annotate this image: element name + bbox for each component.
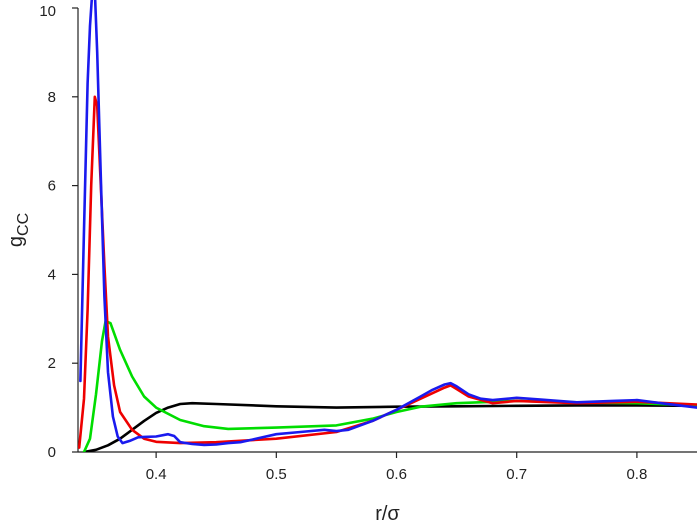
y-tick-label: 8 [48, 89, 56, 106]
x-tick-label: 0.8 [626, 466, 647, 483]
x-tick-label: 0.4 [146, 466, 167, 483]
x-tick-label: 0.5 [266, 466, 287, 483]
y-axis-title-sub: CC [15, 213, 32, 236]
y-tick-label: 4 [48, 266, 56, 283]
series-group [78, 0, 697, 452]
series-line-3 [78, 95, 697, 449]
x-axis-title: r/σ [375, 503, 400, 525]
y-tick-label: 0 [48, 444, 56, 461]
series-line-2 [82, 319, 697, 452]
axes [77, 8, 697, 453]
y-tick-label: 2 [48, 355, 56, 372]
x-tick-label: 0.6 [386, 466, 407, 483]
y-tick-label: 10 [39, 3, 56, 20]
ticks: 0.4 0.5 0.6 0.7 0.8 0 2 4 6 8 10 [39, 3, 647, 483]
series-line-1 [82, 401, 697, 452]
series-line-4 [79, 0, 697, 447]
y-tick-label: 6 [48, 178, 56, 195]
axis-titles: r/σ gCC [5, 213, 400, 525]
x-tick-label: 0.7 [506, 466, 527, 483]
y-axis-title: gCC [5, 213, 32, 247]
y-axis-title-main: g [5, 236, 27, 247]
